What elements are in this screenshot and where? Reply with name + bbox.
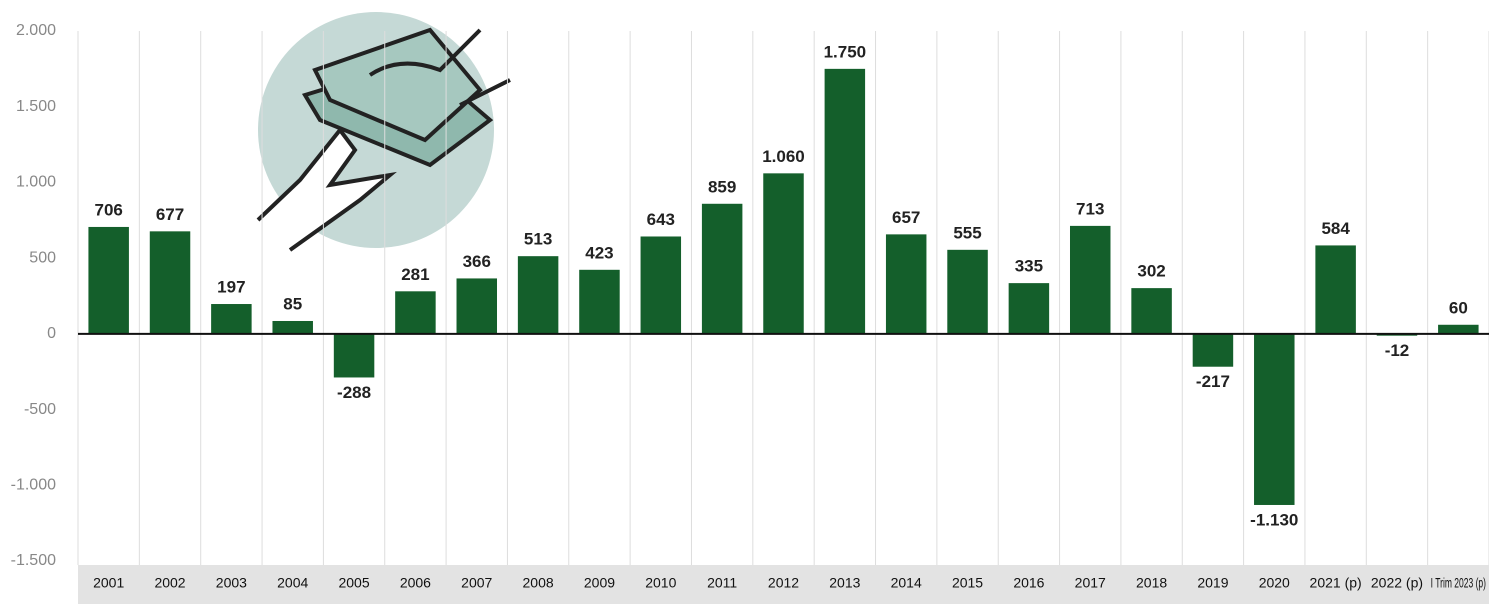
bar [763, 173, 803, 334]
value-label: 555 [953, 223, 981, 242]
bar [395, 291, 435, 334]
y-tick-label: 1.500 [16, 98, 56, 115]
value-label: 657 [892, 208, 920, 227]
value-label: 197 [217, 278, 245, 297]
x-tick-label: 2002 [154, 575, 185, 591]
x-tick-label: 2016 [1013, 575, 1044, 591]
bar [518, 256, 558, 334]
value-label: 706 [94, 200, 122, 219]
bar [1193, 334, 1233, 367]
value-label: 1.060 [762, 147, 805, 166]
value-label: 677 [156, 205, 184, 224]
x-tick-label: 2014 [891, 575, 922, 591]
y-tick-label: 0 [47, 325, 56, 342]
x-tick-label: 2005 [338, 575, 369, 591]
value-label: -288 [337, 383, 371, 402]
value-label: 423 [585, 243, 613, 262]
bar [641, 236, 681, 333]
x-tick-label: 2018 [1136, 575, 1167, 591]
value-label: -1.130 [1250, 510, 1298, 529]
value-label: 584 [1321, 219, 1350, 238]
x-tick-label: 2020 [1259, 575, 1290, 591]
x-tick-label: 2019 [1197, 575, 1228, 591]
bar [1009, 283, 1049, 334]
x-tick-label: 2021 (p) [1310, 575, 1362, 591]
x-tick-label: 2009 [584, 575, 615, 591]
value-label: 713 [1076, 199, 1104, 218]
bar [886, 234, 926, 333]
value-label: 60 [1449, 298, 1468, 317]
bar [457, 278, 497, 333]
bar [211, 304, 251, 334]
bar [1131, 288, 1171, 334]
y-tick-label: -500 [24, 401, 56, 418]
value-label: 85 [283, 294, 302, 313]
bar [88, 227, 128, 334]
y-tick-label: 1.000 [16, 174, 56, 191]
value-label: 281 [401, 265, 429, 284]
x-tick-label: 2017 [1075, 575, 1106, 591]
x-tick-label: I Trim 2023 (p) [1431, 575, 1486, 591]
bar [947, 250, 987, 334]
x-tick-label: 2013 [829, 575, 860, 591]
illustration [258, 12, 510, 250]
value-label: 643 [647, 210, 675, 229]
bar [272, 321, 312, 334]
bar [1254, 334, 1294, 505]
x-tick-label: 2010 [645, 575, 676, 591]
x-tick-label: 2006 [400, 575, 431, 591]
y-tick-label: -1.500 [11, 552, 56, 569]
y-tick-label: -1.000 [11, 477, 56, 494]
page: {"chart_data": {"type": "bar", "categori… [0, 0, 1489, 604]
x-tick-label: 2012 [768, 575, 799, 591]
bar [702, 204, 742, 334]
bar [334, 334, 374, 378]
value-label: -217 [1196, 372, 1230, 391]
value-label: 859 [708, 177, 736, 196]
chart: -1.500 -1.000 -500 0 500 1.000 1.500 2.000 2001 7… [0, 0, 1489, 604]
bar [825, 69, 865, 334]
bar [1070, 226, 1110, 334]
value-label: 335 [1015, 257, 1043, 276]
x-tick-label: 2004 [277, 575, 308, 591]
value-label: 513 [524, 230, 552, 249]
bar [1438, 325, 1478, 334]
y-tick-label: 500 [29, 249, 56, 266]
value-label: -12 [1385, 341, 1410, 360]
x-tick-label: 2007 [461, 575, 492, 591]
x-tick-label: 2011 [707, 575, 737, 591]
x-tick-label: 2015 [952, 575, 983, 591]
value-label: 1.750 [824, 42, 867, 61]
value-label: 366 [463, 252, 491, 271]
value-label: 302 [1137, 262, 1165, 281]
bar [579, 270, 619, 334]
y-tick-label: 2.000 [16, 22, 56, 39]
x-tick-label: 2001 [93, 575, 124, 591]
x-tick-label: 2022 (p) [1371, 575, 1423, 591]
bar [1315, 245, 1355, 333]
x-tick-label: 2008 [523, 575, 554, 591]
bar [150, 231, 190, 334]
x-tick-label: 2003 [216, 575, 247, 591]
